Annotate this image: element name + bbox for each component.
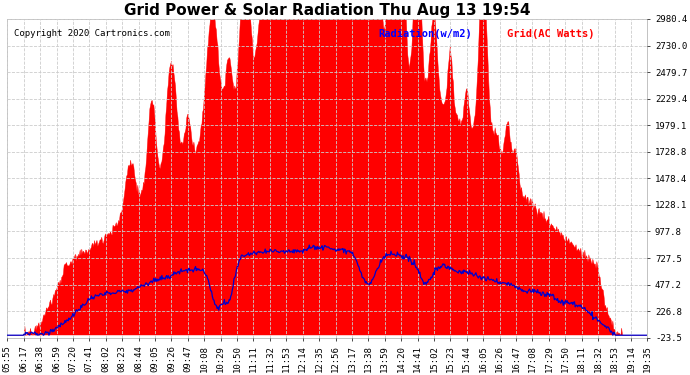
Text: Radiation(w/m2): Radiation(w/m2) bbox=[379, 28, 472, 39]
Text: Grid(AC Watts): Grid(AC Watts) bbox=[506, 28, 594, 39]
Title: Grid Power & Solar Radiation Thu Aug 13 19:54: Grid Power & Solar Radiation Thu Aug 13 … bbox=[124, 3, 531, 18]
Text: Copyright 2020 Cartronics.com: Copyright 2020 Cartronics.com bbox=[14, 28, 170, 38]
